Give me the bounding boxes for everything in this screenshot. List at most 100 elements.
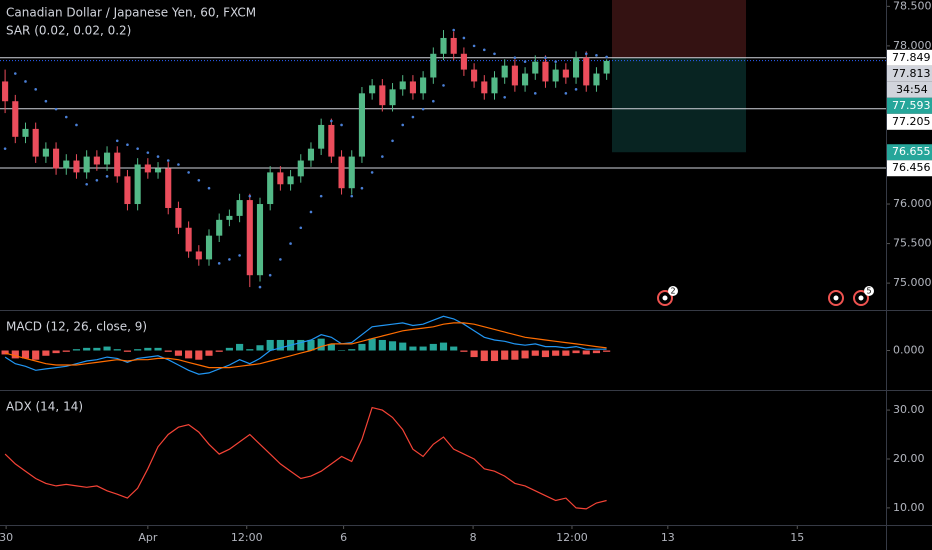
candle-body [93,156,100,165]
sar-dot [207,186,211,190]
sar-dot [309,210,313,214]
y-tick-label: 78.500 [893,0,932,12]
sar-dot [340,123,343,127]
macd-histogram-bar [215,350,223,352]
countdown: 34:54 [896,83,928,96]
macd-histogram-bar [123,350,132,352]
macd-histogram-bar [572,350,580,354]
sar-dot [44,99,48,103]
sar-dot [75,123,78,127]
macd-histogram-bar [337,350,346,351]
candle-body [297,160,304,177]
sar-dot [268,273,272,277]
event-dot[interactable] [833,295,839,301]
macd-histogram-bar [52,350,60,354]
macd-histogram-bar [409,346,417,351]
macd-histogram-bar [103,346,111,351]
candle-body [399,81,406,90]
candle-body [593,73,600,86]
macd-histogram-bar [521,350,529,359]
y-tick-label: 75.000 [893,276,932,289]
macd-histogram-bar [195,350,203,360]
macd-histogram-bar [511,350,519,360]
candle-body [511,65,518,86]
macd-histogram-bar [225,347,233,351]
price-label: 77.849 [892,51,931,64]
macd-histogram-bar [174,350,182,356]
event-dot[interactable] [858,295,864,301]
candle-body [481,81,488,94]
sar-dot [238,254,241,257]
y-tick-label: 20.00 [893,452,925,465]
macd-histogram-bar [32,350,40,360]
price-label: 77.813 [892,67,931,80]
sar-dot [166,159,170,162]
candle-body [42,148,49,157]
event-icon[interactable] [828,290,844,306]
candle-body [73,160,80,173]
macd-histogram-bar [378,339,386,351]
badge-bg [668,286,678,296]
macd-histogram-bar [62,350,70,352]
candle-body [83,156,90,173]
candle-body [572,57,580,78]
y-tick-label: 30.00 [893,403,925,416]
candle-body [603,60,610,74]
macd-title: MACD (12, 26, close, 9) [6,320,147,334]
candle-body [522,73,529,86]
sar-dot [493,52,496,56]
macd-histogram-bar [42,350,50,356]
macd-line [4,315,607,375]
y-tick-label: 78.000 [893,39,932,52]
badge-count: 5 [866,287,871,296]
price-label: 77.593 [892,99,931,112]
sar-dot [136,147,139,150]
candle-body [542,61,549,82]
badge-bg [864,286,874,296]
macd-histogram-bar [307,339,315,351]
macd-histogram-bar [480,350,488,362]
candle-body [501,65,508,78]
candle-body [318,124,325,149]
macd-histogram-bar [429,343,437,351]
candle-body [552,69,559,82]
macd-histogram-bar [144,347,152,351]
sar-dot [584,52,588,56]
macd-line [4,322,607,369]
macd-histogram-bar [185,350,193,359]
sar-dot [187,171,190,174]
candle-body [144,164,151,173]
event-dot[interactable] [662,295,668,301]
sar-dot [258,285,262,289]
macd-histogram-bar [541,350,550,358]
macd-histogram-bar [582,350,590,355]
price-label-box [887,65,932,82]
sar-dot [595,54,598,57]
x-tick-label: 8 [470,531,477,544]
sar-dot [126,143,129,147]
indicator-title: SAR (0.02, 0.02, 0.2) [6,24,131,38]
sar-dot [421,107,425,111]
candle-body [532,61,539,74]
macd-histogram-bar [83,347,91,351]
candle-body [114,152,121,177]
macd-histogram-bar [236,343,244,351]
candle-body [205,235,213,260]
sar-dot [105,175,109,178]
candle-body [277,172,284,185]
sar-dot [34,88,37,91]
event-icon[interactable]: 5 [853,286,874,306]
candle-body [267,172,274,205]
sar-dot [217,262,221,265]
candle-body [134,164,141,205]
sar-dot [370,171,374,174]
event-icon[interactable]: 2 [657,286,678,306]
macd-histogram-bar [603,350,611,352]
sar-dot [279,258,282,261]
candle-body [430,53,437,78]
sar-dot [391,139,394,143]
candle-body [307,148,315,161]
candle-body [450,37,457,54]
candle-body [287,176,294,185]
sar-dot [197,179,201,182]
